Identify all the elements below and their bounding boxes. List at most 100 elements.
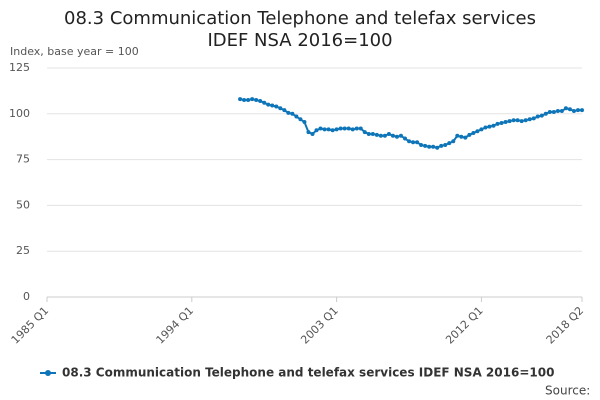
point: [435, 145, 440, 150]
point: [398, 133, 403, 138]
point: [374, 132, 379, 137]
point: [527, 117, 532, 122]
point: [338, 126, 343, 131]
y-tick-label: 25: [16, 244, 30, 257]
point: [242, 98, 247, 103]
point: [443, 142, 448, 147]
point: [342, 126, 347, 131]
point: [322, 127, 327, 132]
point: [250, 97, 255, 102]
y-tick-label: 75: [16, 153, 30, 166]
legend-label: 08.3 Communication Telephone and telefax…: [62, 366, 554, 380]
point: [543, 111, 548, 116]
point: [471, 131, 476, 136]
point: [495, 121, 500, 126]
point: [314, 128, 319, 133]
y-axis-label: Index, base year = 100: [10, 45, 139, 58]
point: [447, 141, 452, 146]
point: [487, 124, 492, 129]
point: [451, 139, 456, 144]
point: [254, 98, 259, 103]
point: [455, 133, 460, 138]
point: [394, 134, 399, 139]
line: [239, 98, 582, 149]
point: [431, 144, 436, 149]
point: [483, 125, 488, 130]
point: [511, 118, 516, 123]
point: [270, 103, 275, 108]
point: [302, 120, 307, 125]
y-tick-label: 100: [9, 107, 30, 120]
point: [519, 119, 524, 124]
x-tick-label: 2003 Q1: [298, 304, 341, 347]
point: [499, 120, 504, 125]
point: [358, 126, 363, 131]
point: [310, 131, 315, 136]
point: [370, 131, 375, 136]
y-tick-label: 0: [23, 290, 30, 303]
x-tick-label: 1994 Q1: [154, 304, 197, 347]
point: [503, 120, 508, 125]
point: [286, 110, 291, 115]
point: [407, 139, 412, 144]
point: [415, 140, 420, 145]
point: [366, 131, 371, 136]
point: [350, 127, 355, 132]
point: [262, 100, 267, 105]
x-tick-label: 2012 Q1: [443, 304, 486, 347]
point: [547, 109, 552, 114]
point: [298, 117, 303, 122]
point: [463, 135, 468, 140]
point: [346, 126, 351, 131]
point: [539, 113, 544, 118]
point: [563, 106, 568, 111]
point: [535, 114, 540, 119]
point: [318, 126, 323, 131]
point: [427, 144, 432, 149]
point: [515, 118, 520, 123]
point: [567, 107, 572, 112]
point: [531, 116, 536, 121]
point: [390, 133, 395, 138]
point: [354, 126, 359, 131]
point: [378, 133, 383, 138]
point: [246, 98, 251, 103]
point: [274, 104, 279, 109]
point: [507, 119, 512, 124]
point: [290, 111, 295, 116]
point: [571, 109, 576, 114]
point: [330, 128, 335, 133]
y-tick-label: 125: [9, 61, 30, 74]
point: [467, 132, 472, 137]
point: [479, 127, 484, 132]
point: [419, 142, 424, 147]
point: [411, 140, 416, 145]
point: [238, 97, 243, 102]
y-tick-label: 50: [16, 198, 30, 211]
point: [580, 108, 584, 113]
point: [282, 108, 287, 113]
point: [306, 130, 311, 135]
point: [386, 131, 391, 136]
point: [266, 102, 271, 107]
point: [575, 108, 580, 113]
point: [382, 133, 387, 138]
point: [278, 106, 283, 111]
point: [362, 130, 367, 135]
point: [523, 118, 528, 123]
point: [491, 123, 496, 128]
x-tick-label: 1985 Q1: [9, 304, 52, 347]
point: [439, 143, 444, 148]
source: Source:: [545, 384, 590, 398]
point: [459, 134, 464, 139]
point: [294, 114, 299, 119]
legend-marker: [45, 370, 51, 376]
point: [403, 136, 408, 141]
point: [326, 127, 331, 132]
point: [258, 98, 263, 103]
point: [555, 109, 560, 114]
chart-title: 08.3 Communication Telephone and telefax…: [64, 8, 536, 51]
point: [559, 109, 564, 114]
